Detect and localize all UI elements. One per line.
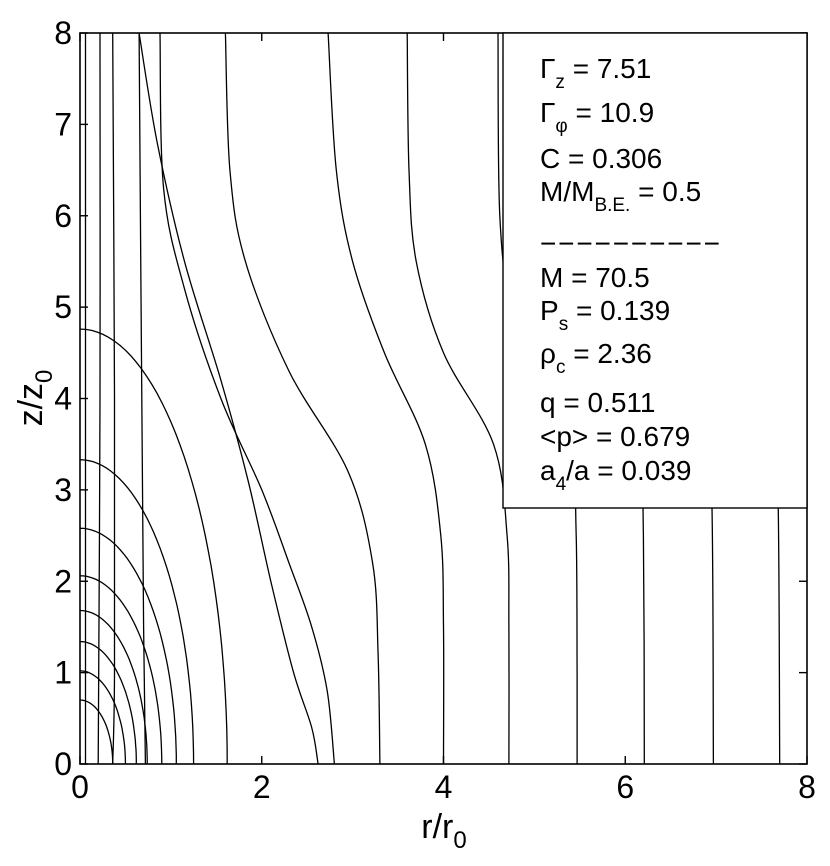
parameter-line-8: ρc = 2.36 [540, 338, 652, 378]
closed-contour-3 [80, 640, 137, 764]
parameter-line-7: Ps = 0.139 [540, 295, 670, 335]
closed-contour-2 [80, 670, 127, 764]
parameter-line-2: Γφ = 10.9 [540, 97, 654, 137]
contour-lines [80, 33, 781, 764]
y-tick-label: 3 [54, 472, 72, 508]
y-tick-label: 5 [54, 289, 72, 325]
parameter-line-4: M/MB.E. = 0.5 [540, 176, 701, 216]
closed-contour-8 [80, 328, 228, 764]
parameter-line-1: Γz = 7.51 [540, 53, 651, 93]
closed-contour-5 [80, 575, 163, 764]
x-tick-label: 6 [616, 769, 634, 805]
y-tick-label: 4 [54, 381, 72, 417]
y-tick-label: 2 [54, 563, 72, 599]
closed-contour-1 [80, 699, 114, 764]
closed-contour-6 [80, 527, 177, 764]
open-contour-4 [138, 33, 147, 764]
x-tick-label: 0 [71, 769, 89, 805]
parameter-box [502, 32, 808, 509]
open-contour-9 [406, 33, 510, 764]
parameter-line-9: q = 0.511 [540, 387, 655, 418]
x-tick-label: 4 [435, 769, 453, 805]
y-tick-label: 8 [54, 15, 72, 51]
y-tick-label: 6 [54, 198, 72, 234]
open-contour-6 [159, 33, 336, 764]
y-tick-label: 1 [54, 655, 72, 691]
open-contour-3 [112, 33, 116, 764]
parameter-line-10: <p> = 0.679 [540, 421, 690, 452]
open-contour-7 [224, 33, 381, 764]
y-axis-label: z/z0 [12, 370, 58, 427]
x-tick-label: 8 [798, 769, 816, 805]
open-contour-8 [327, 33, 445, 764]
parameter-line-6: M = 70.5 [540, 262, 650, 293]
parameter-line-5: −−−−−−−−−− [540, 228, 720, 259]
y-tick-label: 0 [54, 746, 72, 782]
open-contour-2 [97, 33, 101, 764]
tick-labels: 0 2 4 6 8 0 1 2 3 4 5 6 7 8 [54, 15, 816, 805]
y-tick-label: 7 [54, 106, 72, 142]
x-tick-label: 2 [253, 769, 271, 805]
parameter-line-11: a4/a = 0.039 [540, 455, 692, 495]
x-axis-label: r/r0 [421, 808, 466, 854]
closed-contour-7 [80, 459, 195, 764]
parameter-line-3: C = 0.306 [540, 143, 662, 174]
